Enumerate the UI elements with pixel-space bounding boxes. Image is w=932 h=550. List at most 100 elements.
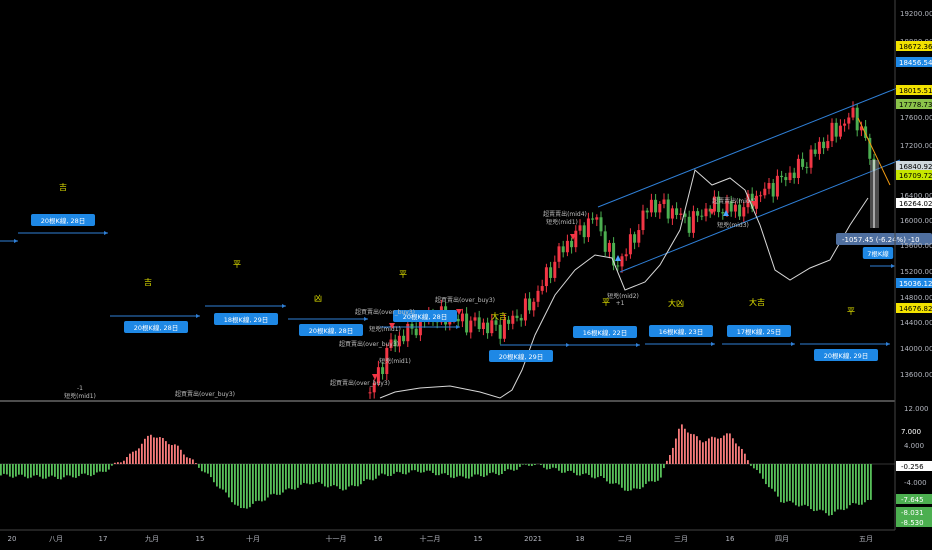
histogram-bar — [579, 464, 581, 476]
candle-body — [368, 392, 372, 394]
price-badge-text: 16840.92 — [899, 163, 932, 171]
histogram-bar — [513, 464, 515, 471]
candle-body — [637, 230, 641, 243]
oscillator-pane[interactable] — [0, 424, 895, 516]
price-badge — [896, 170, 932, 180]
period-label-box[interactable] — [299, 324, 363, 336]
candle-body — [670, 208, 674, 219]
histogram-bar — [138, 448, 140, 464]
histogram-bar — [234, 464, 236, 505]
period-label-text: 18根K線, 29日 — [224, 315, 268, 324]
channel-upper-line[interactable] — [597, 86, 901, 208]
histogram-bar — [276, 464, 278, 495]
candle-body — [847, 117, 851, 124]
period-label-box[interactable] — [862, 247, 894, 259]
candle-body — [792, 172, 796, 179]
candle-body — [502, 319, 506, 339]
histogram-bar — [759, 464, 761, 474]
histogram-bar — [771, 464, 773, 489]
candle-body — [486, 322, 490, 334]
histogram-bar — [768, 464, 770, 488]
candle-body — [628, 234, 632, 255]
histogram-bar — [858, 464, 860, 505]
histogram-bar — [24, 464, 26, 477]
histogram-bar — [81, 464, 83, 474]
candle-body — [822, 141, 826, 149]
signal-arrow-down — [389, 323, 395, 329]
histogram-bar — [786, 464, 788, 502]
histogram-bar — [798, 464, 800, 507]
histogram-bar — [639, 464, 641, 490]
histogram-bar — [315, 464, 317, 483]
signal-annotation: 短兇(mid1) — [379, 357, 411, 365]
histogram-bar — [699, 440, 701, 464]
period-label-box[interactable] — [489, 350, 553, 362]
candle-body — [624, 254, 628, 257]
histogram-bar — [240, 464, 242, 509]
histogram-bar — [339, 464, 341, 489]
histogram-bar — [810, 464, 812, 510]
price-axis[interactable]: 19200.0018800.0017600.0017200.0016400.00… — [894, 0, 932, 530]
histogram-bar — [99, 464, 101, 472]
histogram-bar — [300, 464, 302, 485]
measure-label[interactable]: -1057.45 (-6.24%) -10 — [836, 233, 932, 245]
period-label-box[interactable] — [727, 325, 791, 337]
candle-body — [859, 126, 863, 131]
candle-body — [654, 199, 658, 213]
histogram-bar — [129, 453, 131, 464]
period-label-box[interactable] — [124, 321, 188, 333]
histogram-bar — [0, 464, 2, 476]
histogram-bar — [153, 437, 155, 464]
histogram-bar — [69, 464, 71, 476]
osc-badge — [896, 507, 932, 517]
osc-tick-label: -4.000 — [904, 479, 927, 487]
signal-annotation: 超買賣出(over_buy3) — [339, 340, 399, 348]
period-label-box[interactable] — [573, 326, 637, 338]
period-label-box[interactable] — [393, 310, 457, 322]
time-axis[interactable]: 20 八月 17 九月 15 十月 十一月 16 十二月 15 2021 18 二月 三月 16 四月 五月 — [0, 529, 895, 543]
period-label-box[interactable] — [31, 214, 95, 226]
period-label-box[interactable] — [814, 349, 878, 361]
histogram-bar — [756, 464, 758, 471]
osc-badge — [896, 461, 932, 471]
histogram-bar — [408, 464, 410, 473]
histogram-bar — [576, 464, 578, 476]
candle-body — [742, 207, 746, 217]
histogram-bar — [324, 464, 326, 487]
histogram-bar — [516, 464, 518, 470]
histogram-bar — [561, 464, 563, 473]
histogram-bar — [360, 464, 362, 485]
histogram-bar — [63, 464, 65, 478]
histogram-bar — [867, 464, 869, 500]
histogram-bar — [567, 464, 569, 472]
price-tick-label: 14800.00 — [900, 294, 932, 302]
period-label-box[interactable] — [214, 313, 278, 325]
histogram-bar — [102, 464, 104, 472]
period-label-text: 20根K線, 28日 — [309, 326, 353, 335]
fortune-label: 凶 — [314, 294, 322, 303]
osc-badge — [896, 517, 932, 527]
candle-body — [519, 317, 523, 321]
candle-body — [645, 210, 649, 213]
histogram-bar — [630, 464, 632, 491]
measure-box[interactable] — [870, 160, 879, 228]
candle-body — [855, 107, 859, 131]
histogram-bar — [486, 464, 488, 476]
price-pane[interactable]: 20根K線, 28日 20根K線, 28日 18根K線, 29日 20根K線, 28日… — [0, 86, 932, 400]
signal-annotation: 短兇(mid1) — [546, 218, 578, 226]
histogram-bar — [684, 428, 686, 464]
histogram-bar — [342, 464, 344, 491]
histogram-bar — [420, 464, 422, 473]
histogram-bar — [249, 464, 251, 508]
channel-projection-line[interactable] — [857, 117, 891, 186]
period-labels: 20根K線, 28日 20根K線, 28日 18根K線, 29日 20根K線, 28日… — [31, 214, 894, 362]
candle-body — [406, 323, 410, 342]
candle-body — [813, 149, 817, 154]
histogram-bar — [414, 464, 416, 471]
time-tick-label: 三月 — [674, 535, 688, 543]
signal-arrow-down — [372, 374, 378, 380]
histogram-bar — [201, 464, 203, 472]
period-label-box[interactable] — [649, 325, 713, 337]
histogram-bar — [552, 464, 554, 468]
